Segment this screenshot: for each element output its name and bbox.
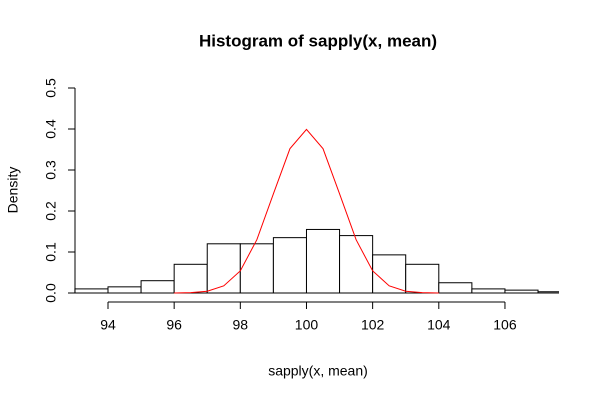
bar bbox=[272, 237, 307, 294]
y-tick-label: 0.1 bbox=[43, 242, 59, 262]
x-tick-label: 94 bbox=[100, 317, 116, 333]
y-axis-label: Density bbox=[5, 167, 21, 214]
bar bbox=[239, 243, 274, 294]
bars bbox=[74, 228, 559, 294]
density-curve bbox=[174, 128, 439, 294]
y-tick-label: 0.0 bbox=[43, 283, 59, 303]
bar bbox=[504, 289, 539, 294]
bar bbox=[107, 286, 142, 294]
bar bbox=[140, 280, 175, 294]
chart-title: Histogram of sapply(x, mean) bbox=[199, 31, 437, 50]
x-tick-label: 102 bbox=[361, 317, 385, 333]
x-tick-label: 100 bbox=[295, 317, 319, 333]
bar bbox=[372, 254, 407, 294]
bar bbox=[305, 228, 341, 294]
x-tick-label: 98 bbox=[233, 317, 249, 333]
x-tick-label: 96 bbox=[166, 317, 182, 333]
bar bbox=[438, 282, 473, 294]
y-tick-label: 0.5 bbox=[43, 78, 59, 98]
x-tick-label: 106 bbox=[493, 317, 517, 333]
bar bbox=[74, 288, 109, 294]
bar bbox=[405, 263, 440, 294]
y-tick-label: 0.3 bbox=[43, 160, 59, 180]
bar bbox=[537, 291, 559, 294]
bar bbox=[339, 235, 374, 294]
bar bbox=[471, 288, 506, 294]
x-axis-label: sapply(x, mean) bbox=[268, 363, 368, 379]
bar bbox=[173, 263, 208, 294]
x-tick-label: 104 bbox=[427, 317, 451, 333]
y-tick-label: 0.2 bbox=[43, 201, 59, 221]
y-tick-label: 0.4 bbox=[43, 119, 59, 139]
bar bbox=[206, 243, 241, 294]
